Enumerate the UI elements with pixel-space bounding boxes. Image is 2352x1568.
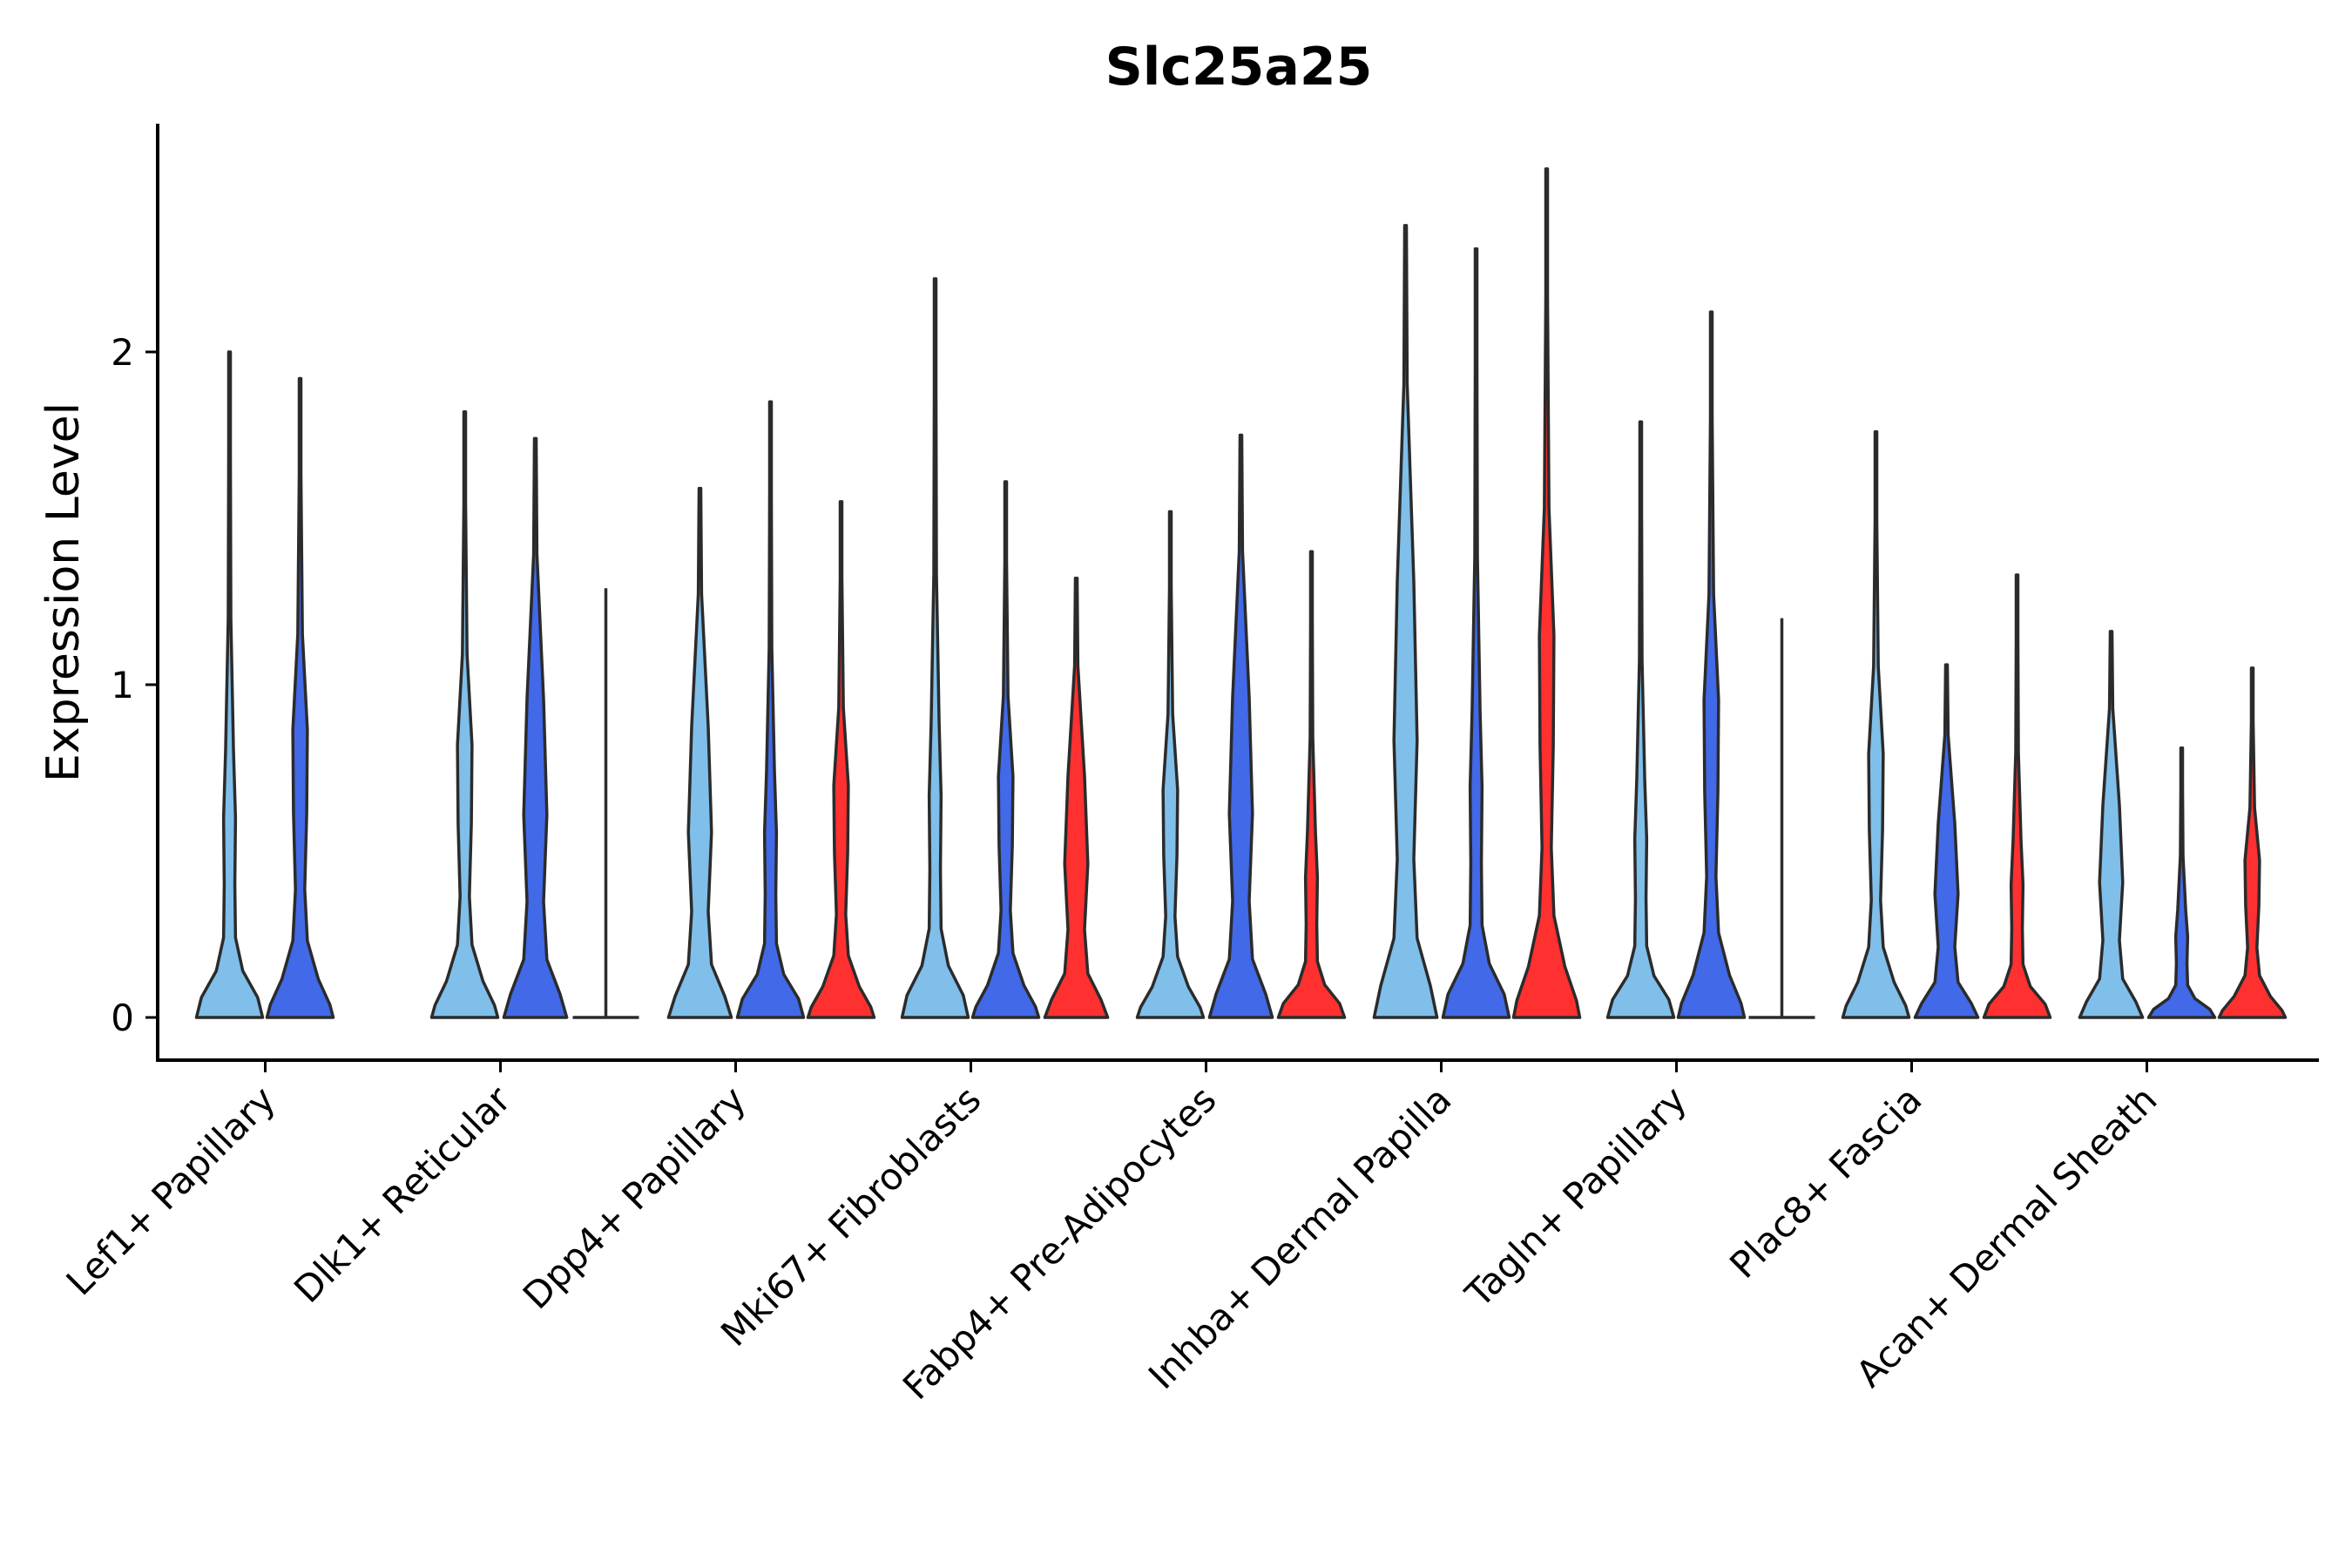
violin-red [1043,577,1110,1019]
violin-layer [194,167,2288,1019]
x-tick-label: Lef1+ Papillary [58,1078,284,1303]
violin-red [2217,666,2288,1019]
violin-royal_blue [2146,746,2217,1019]
x-tick-label: Plac8+ Fascia [1721,1078,1930,1286]
violin-red [806,500,876,1019]
violin-red [1982,573,2052,1019]
y-tick-label: 0 [111,997,134,1039]
violin-royal_blue [970,480,1041,1019]
violin-light_blue [1841,429,1911,1019]
violin-light_blue [666,486,733,1019]
axes [156,124,2319,1062]
violin-royal_blue [1913,663,1980,1019]
violin-royal_blue [265,376,335,1019]
violin-light_blue [1372,224,1439,1019]
violin-royal_blue [735,400,806,1019]
violin-royal_blue [1676,310,1747,1019]
violin-light_blue [1135,510,1206,1019]
violin-light_blue [2078,630,2145,1019]
y-tick-label: 1 [111,664,134,706]
x-tick-label: Dlk1+ Reticular [286,1078,519,1311]
violin-light_blue [900,277,970,1019]
violin-royal_blue [502,436,569,1019]
violin-royal_blue [1441,247,1511,1019]
violin-royal_blue [1207,433,1274,1019]
x-tick-label: Tagln+ Papillary [1456,1078,1694,1315]
violin-light_blue [194,350,265,1019]
violin-light_blue [429,410,500,1019]
x-tick-label: Mki67+ Fibroblasts [713,1078,989,1354]
y-tick-label: 2 [111,331,134,374]
chart-title: Slc25a25 [1105,37,1373,98]
x-tick-label: Dpp4+ Papillary [515,1078,754,1317]
y-axis-label: Expression Level [37,402,90,782]
violin-red [1276,550,1347,1019]
violin-light_blue [1605,420,1676,1019]
violin-red [1511,167,1582,1019]
